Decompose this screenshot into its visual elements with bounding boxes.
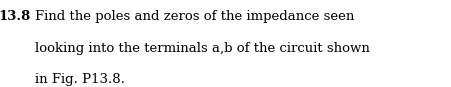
- Text: Find the poles and zeros of the impedance seen: Find the poles and zeros of the impedanc…: [35, 10, 354, 23]
- Text: in Fig. P13.8.: in Fig. P13.8.: [35, 73, 125, 86]
- Text: 13.8: 13.8: [0, 10, 31, 23]
- Text: looking into the terminals a,b of the circuit shown: looking into the terminals a,b of the ci…: [35, 42, 369, 55]
